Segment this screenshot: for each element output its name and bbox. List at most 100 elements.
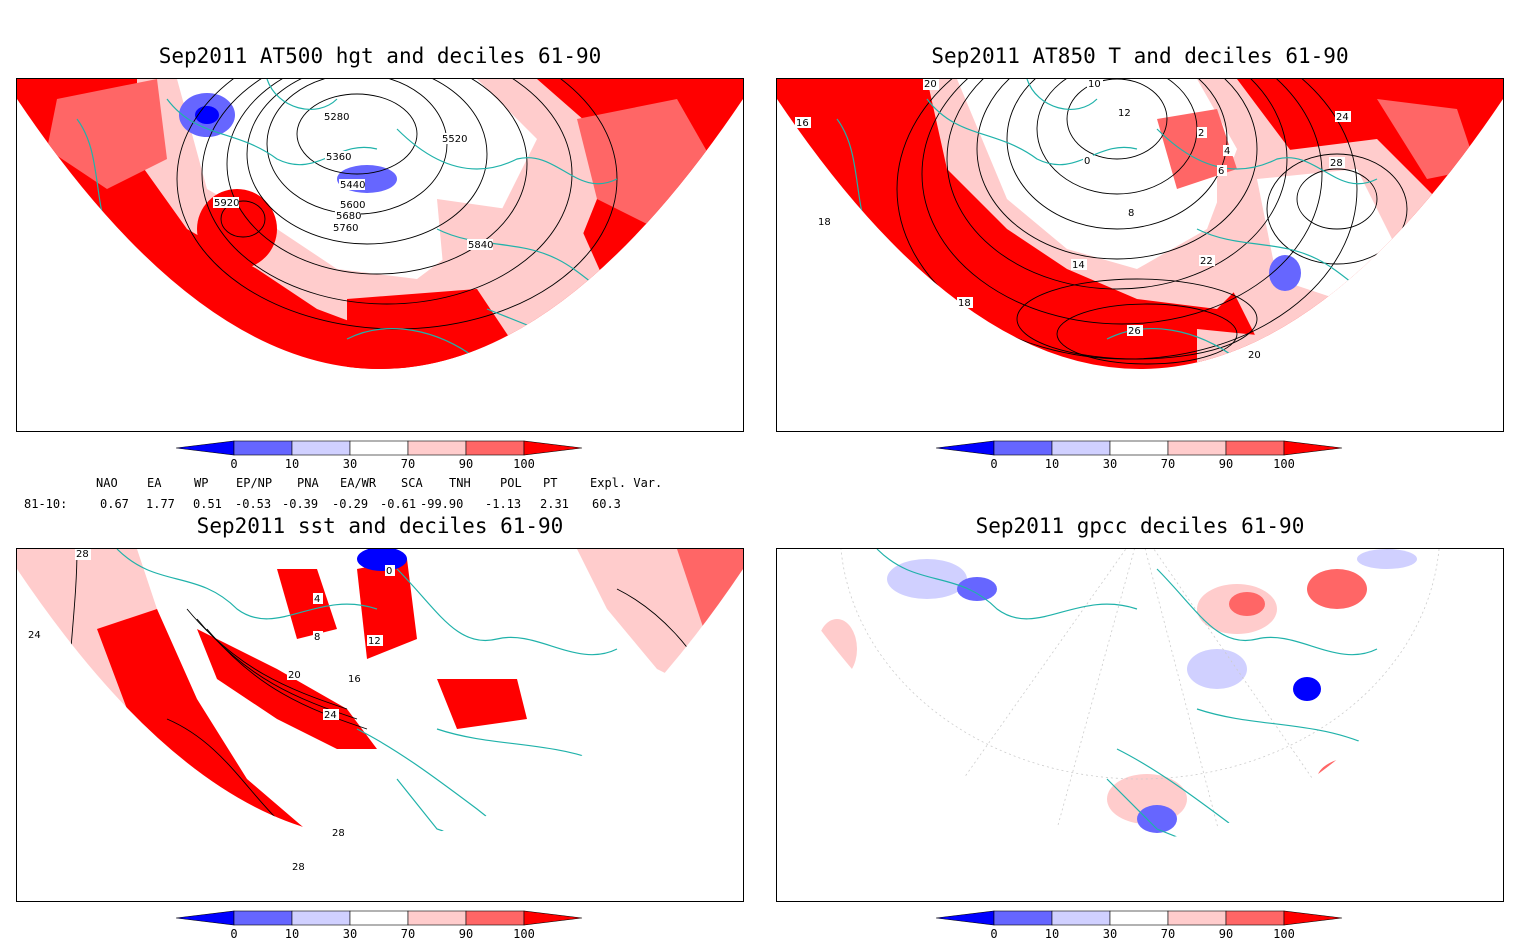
colorbar-label: 30 — [342, 457, 358, 471]
index-value: -0.61 — [380, 497, 417, 511]
colorbar-segment — [407, 440, 467, 456]
colorbar-segment — [1167, 440, 1227, 456]
colorbar-sst: 0 10 30 70 90 100 — [175, 909, 586, 941]
colorbar-label: 100 — [1273, 927, 1295, 941]
contour-label: 8 — [1128, 208, 1134, 219]
panel-title-sst: Sep2011 sst and deciles 61-90 — [196, 514, 564, 538]
map-panel-hgt: 5280 5360 5440 5520 5600 5680 5760 5840 … — [16, 78, 744, 432]
contour-label: 22 — [1200, 256, 1213, 267]
contour-label: 2 — [1198, 128, 1204, 139]
contour-label: 12 — [1118, 108, 1131, 119]
contour-label: 20 — [288, 670, 301, 681]
colorbar-label: 70 — [1160, 927, 1176, 941]
map-panel-gpcc — [776, 548, 1504, 902]
map-panel-sst: 28 24 4 0 8 12 16 20 24 28 28 — [16, 548, 744, 902]
colorbar-segment — [349, 910, 409, 926]
colorbar-segment — [233, 440, 293, 456]
colorbar-segment — [291, 440, 351, 456]
teleconnection-indices: 81-10: NAO 0.67 EA 1.77 WP 0.51 EP/NP -0… — [0, 474, 760, 514]
colorbar-arrow-high — [1283, 440, 1343, 456]
colorbar-segment — [993, 910, 1053, 926]
colorbar-hgt: 0 10 30 70 90 100 — [175, 439, 586, 475]
colorbar-segment — [1225, 440, 1285, 456]
index-name: PT — [543, 476, 558, 490]
index-name: POL — [500, 476, 522, 490]
colorbar-arrow-high — [523, 910, 583, 926]
colorbar-label: 10 — [1044, 927, 1060, 941]
panel-title-hgt: Sep2011 AT500 hgt and deciles 61-90 — [158, 44, 602, 68]
colorbar-segment — [407, 910, 467, 926]
colorbar-arrow-low — [175, 440, 235, 456]
index-name: EA — [147, 476, 162, 490]
colorbar-label: 70 — [400, 457, 416, 471]
colorbar-label: 100 — [1273, 457, 1295, 471]
index-name: Expl. Var. — [590, 476, 663, 490]
contour-label: 0 — [386, 566, 392, 577]
contour-label: 20 — [924, 79, 937, 90]
index-value: 1.77 — [146, 497, 175, 511]
colorbar-segment — [1051, 440, 1111, 456]
contour-label: 6 — [1218, 166, 1224, 177]
colorbar-label: 10 — [284, 927, 300, 941]
colorbar-segment — [1109, 440, 1169, 456]
contour-label: 28 — [76, 549, 89, 560]
contour-label: 16 — [796, 118, 809, 129]
contour-label: 24 — [324, 710, 337, 721]
contour-label: 5280 — [324, 112, 349, 123]
colorbar-gpcc: 0 10 30 70 90 100 — [935, 909, 1346, 941]
contour-label: 28 — [332, 828, 345, 839]
contour-label: 4 — [314, 594, 320, 605]
contour-label: 14 — [1072, 260, 1085, 271]
index-name: TNH — [449, 476, 471, 490]
colorbar-t850: 0 10 30 70 90 100 — [935, 439, 1346, 475]
contour-label: 5680 — [336, 211, 361, 222]
contour-label: 5360 — [326, 152, 351, 163]
colorbar-segment — [1167, 910, 1227, 926]
colorbar-label: 100 — [513, 927, 535, 941]
index-value: 0.51 — [193, 497, 222, 511]
colorbar-label: 70 — [400, 927, 416, 941]
contour-label: 26 — [1128, 326, 1141, 337]
contour-label: 10 — [1088, 79, 1101, 90]
colorbar-label: 0 — [990, 457, 998, 471]
colorbar-segment — [1225, 910, 1285, 926]
colorbar-label: 0 — [230, 927, 238, 941]
panel-title-t850: Sep2011 AT850 T and deciles 61-90 — [931, 44, 1349, 68]
colorbar-arrow-low — [935, 440, 995, 456]
colorbar-label: 30 — [1102, 927, 1118, 941]
colorbar-segment — [465, 440, 525, 456]
contour-label: 24 — [1336, 112, 1349, 123]
contour-label: 28 — [1330, 158, 1343, 169]
colorbar-label: 90 — [458, 457, 474, 471]
colorbar-label: 30 — [1102, 457, 1118, 471]
index-name: EA/WR — [340, 476, 377, 490]
contour-label: 5920 — [214, 198, 239, 209]
index-value: -0.53 — [235, 497, 272, 511]
panel-title-gpcc: Sep2011 gpcc deciles 61-90 — [975, 514, 1305, 538]
colorbar-arrow-low — [175, 910, 235, 926]
colorbar-label: 0 — [990, 927, 998, 941]
colorbar-arrow-high — [523, 440, 583, 456]
index-name: PNA — [297, 476, 319, 490]
contour-label: 28 — [292, 862, 305, 873]
contour-label: 16 — [348, 674, 361, 685]
contour-label: 5600 — [340, 200, 365, 211]
contour-label: 18 — [818, 217, 831, 228]
colorbar-segment — [349, 440, 409, 456]
index-name: NAO — [96, 476, 118, 490]
index-value: -0.29 — [332, 497, 369, 511]
index-value: -1.13 — [485, 497, 522, 511]
index-name: SCA — [401, 476, 423, 490]
index-value: 60.3 — [592, 497, 621, 511]
colorbar-label: 0 — [230, 457, 238, 471]
colorbar-label: 100 — [513, 457, 535, 471]
colorbar-label: 90 — [458, 927, 474, 941]
colorbar-label: 10 — [1044, 457, 1060, 471]
colorbar-arrow-low — [935, 910, 995, 926]
colorbar-segment — [233, 910, 293, 926]
index-name: WP — [194, 476, 209, 490]
colorbar-label: 90 — [1218, 457, 1234, 471]
colorbar-label: 30 — [342, 927, 358, 941]
colorbar-label: 10 — [284, 457, 300, 471]
colorbar-label: 70 — [1160, 457, 1176, 471]
